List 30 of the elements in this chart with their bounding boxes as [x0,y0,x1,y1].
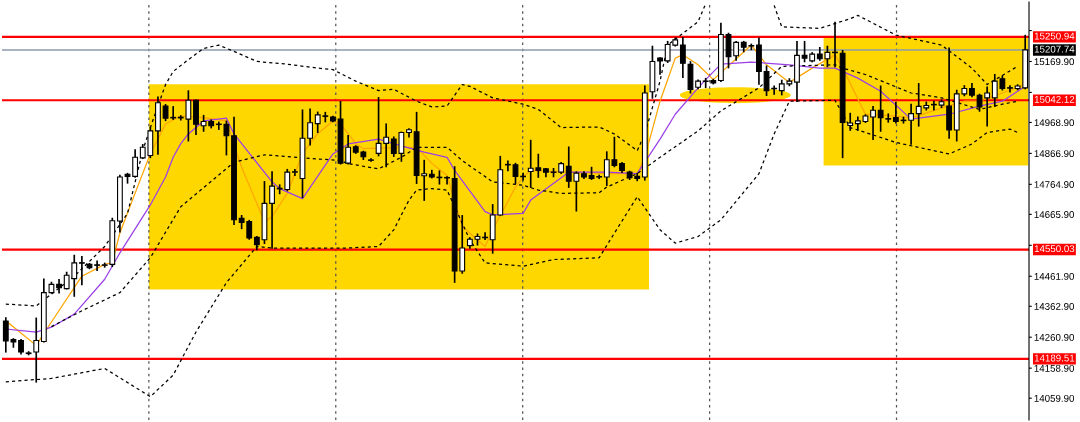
y-tick-label: 14260.90 [1034,333,1075,341]
y-tick-label: 14764.90 [1034,181,1075,188]
candlestick [885,113,892,123]
candlestick [368,158,374,162]
candlestick [56,279,62,294]
candlestick [406,128,412,138]
candlestick [657,57,663,75]
ref-line-label: 14550.03 [1034,245,1075,253]
candlestick [94,260,101,271]
candlestick [870,106,876,140]
candlestick [444,176,450,185]
y-tick-label: 14665.90 [1034,211,1075,218]
y-tick-label: 14866.90 [1034,150,1075,158]
y-tick-label: 14059.90 [1034,394,1075,402]
candlestick [877,85,884,132]
candlestick [1007,85,1013,93]
y-tick-label: 14968.90 [1034,119,1075,127]
candlestick [78,255,85,286]
ref-line-label: 15207.74 [1034,45,1075,53]
candlestick [269,171,275,249]
y-tick-label: 14461.90 [1034,272,1075,280]
ref-line-label: 14189.51 [1034,354,1075,362]
ref-line-label: 15250.94 [1034,32,1075,40]
candlestick [679,36,686,79]
candlestick [193,99,199,136]
y-tick-label: 14362.90 [1034,303,1075,310]
ref-line-label: 15042.12 [1034,95,1075,103]
y-tick-label: 14158.90 [1034,364,1075,372]
candlestick [908,103,914,145]
y-tick-label: 15169.90 [1034,58,1075,66]
